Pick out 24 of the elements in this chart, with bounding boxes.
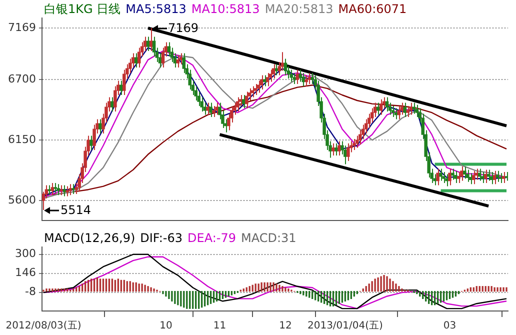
x-tick-label: 2013/01/04(五): [307, 320, 384, 332]
text: MA60:6071: [338, 2, 407, 16]
x-tick-label: 12: [279, 320, 292, 332]
y-tick-label: 6150: [8, 132, 36, 146]
chart-title: 白银1KG 日线: [44, 2, 121, 16]
chart-title: MACD(12,26,9): [44, 231, 136, 245]
text: MACD:31: [241, 231, 296, 245]
y-tick-label: -8: [25, 285, 36, 298]
y-tick-label: 7169: [8, 20, 36, 34]
y-tick-label: 5600: [8, 193, 36, 206]
text: MA20:5813: [264, 2, 334, 16]
series-label: DEA:-79: [188, 231, 236, 245]
text: MA10:5813: [191, 2, 260, 16]
annotation: 5514: [60, 203, 92, 218]
y-tick-label: 6700: [8, 72, 36, 86]
y-tick-label: 300: [15, 247, 36, 260]
text: MA5:5813: [126, 2, 186, 16]
y-tick-label: 146: [15, 266, 36, 280]
annotation: 7169: [168, 21, 199, 35]
x-tick-label: 03: [443, 320, 456, 332]
x-tick-label: 2012/08/03(五): [6, 320, 82, 332]
series-label: DIF:-63: [140, 231, 183, 245]
x-tick-label: 10: [160, 320, 172, 332]
x-tick-label: 11: [213, 320, 226, 332]
